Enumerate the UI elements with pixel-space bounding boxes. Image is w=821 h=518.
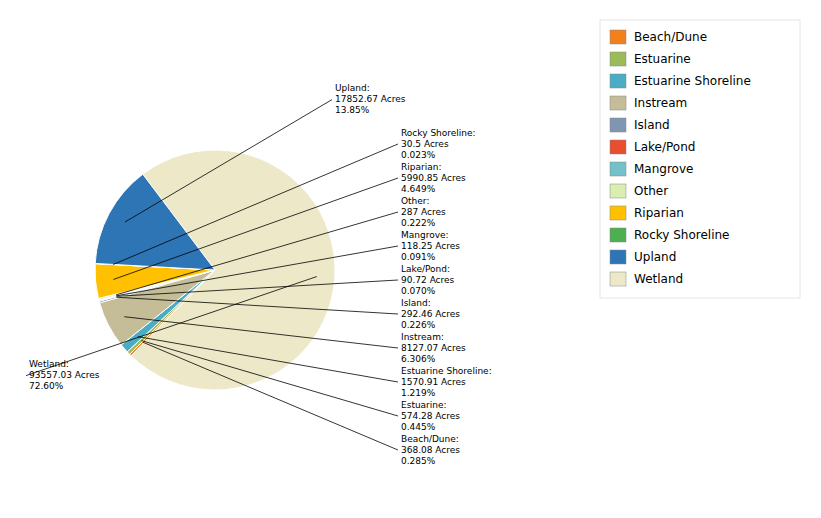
annotation-text: Instream: [401,332,444,342]
legend-item: Instream [610,96,687,111]
annotation-text: 368.08 Acres [401,445,460,455]
legend-label: Island [634,118,670,132]
legend-swatch [610,96,626,110]
annotation-text: 0.445% [401,422,436,432]
annotation-text: Beach/Dune: [401,434,459,444]
leader-line [117,297,398,314]
leader-line [26,277,317,376]
annotation-text: Rocky Shoreline: [401,128,476,138]
legend-label: Wetland [634,272,683,286]
legend-item: Lake/Pond [610,140,695,155]
leader-line [125,100,332,222]
annotation-text: Wetland: [29,359,69,369]
leader-line [116,212,398,295]
legend-swatch [610,162,626,176]
pie-slice [95,174,215,270]
annotation-text: 118.25 Acres [401,241,460,251]
legend-item: Beach/Dune [610,30,707,45]
legend-swatch [610,272,626,286]
annotation-text: Mangrove: [401,230,449,240]
legend-label: Estuarine [634,52,691,66]
legend-item: Other [610,184,668,199]
annotations: Wetland:93557.03 Acres72.60%Beach/Dune:3… [26,83,492,465]
annotation-text: 0.091% [401,252,436,262]
legend-item: Upland [610,250,676,265]
legend-item: Wetland [610,272,683,287]
legend: Beach/Dune Estuarine Estuarine Shoreline In… [600,20,800,298]
legend-label: Beach/Dune [634,30,707,44]
legend-item: Riparian [610,206,684,221]
legend-item: Estuarine Shoreline [610,74,751,89]
annotation-text: 13.85% [335,105,370,115]
annotation-text: 1.219% [401,388,436,398]
annotation-text: 574.28 Acres [401,411,460,421]
leader-line [143,342,398,450]
annotation-text: 0.226% [401,320,436,330]
legend-swatch [610,184,626,198]
leader-line [141,341,398,416]
annotation-text: Island: [401,298,431,308]
annotation-text: Riparian: [401,162,441,172]
chart: Wetland:93557.03 Acres72.60%Beach/Dune:3… [0,0,821,518]
legend-item: Mangrove [610,162,693,177]
annotation-text: Estuarine Shoreline: [401,366,492,376]
legend-swatch [610,228,626,242]
leader-line [113,144,398,265]
legend-item: Island [610,118,670,133]
annotation-text: 0.285% [401,456,436,466]
annotation-text: 4.649% [401,184,436,194]
legend-label: Lake/Pond [634,140,695,154]
annotation-text: 72.60% [29,381,64,391]
leader-line [124,317,398,348]
legend-label: Rocky Shoreline [634,228,729,242]
legend-swatch [610,118,626,132]
annotation-text: 287 Acres [401,207,446,217]
legend-swatch [610,74,626,88]
legend-swatch [610,140,626,154]
annotation-text: 93557.03 Acres [29,370,100,380]
annotation-text: 1570.91 Acres [401,377,466,387]
annotation-text: 292.46 Acres [401,309,460,319]
annotation-text: 8127.07 Acres [401,343,466,353]
legend-label: Instream [634,96,687,110]
legend-label: Other [634,184,668,198]
legend-frame [600,20,800,298]
annotation-text: Estuarine: [401,400,447,410]
annotation-text: Lake/Pond: [401,264,450,274]
annotation-text: 6.306% [401,354,436,364]
legend-label: Estuarine Shoreline [634,74,751,88]
legend-swatch [610,206,626,220]
legend-label: Upland [634,250,676,264]
annotation-text: 0.070% [401,286,436,296]
legend-swatch [610,250,626,264]
annotation-text: 5990.85 Acres [401,173,466,183]
legend-item: Estuarine [610,52,691,67]
legend-swatch [610,52,626,66]
annotation-text: 30.5 Acres [401,139,449,149]
annotation-text: Other: [401,196,429,206]
annotation-text: 0.222% [401,218,436,228]
annotation-text: 0.023% [401,150,436,160]
leader-line [113,178,398,279]
annotation-text: 90.72 Acres [401,275,455,285]
legend-item: Rocky Shoreline [610,228,729,243]
legend-label: Mangrove [634,162,693,176]
legend-label: Riparian [634,206,684,220]
annotation-text: Upland: [335,83,370,93]
annotation-text: 17852.67 Acres [335,94,406,104]
legend-swatch [610,30,626,44]
